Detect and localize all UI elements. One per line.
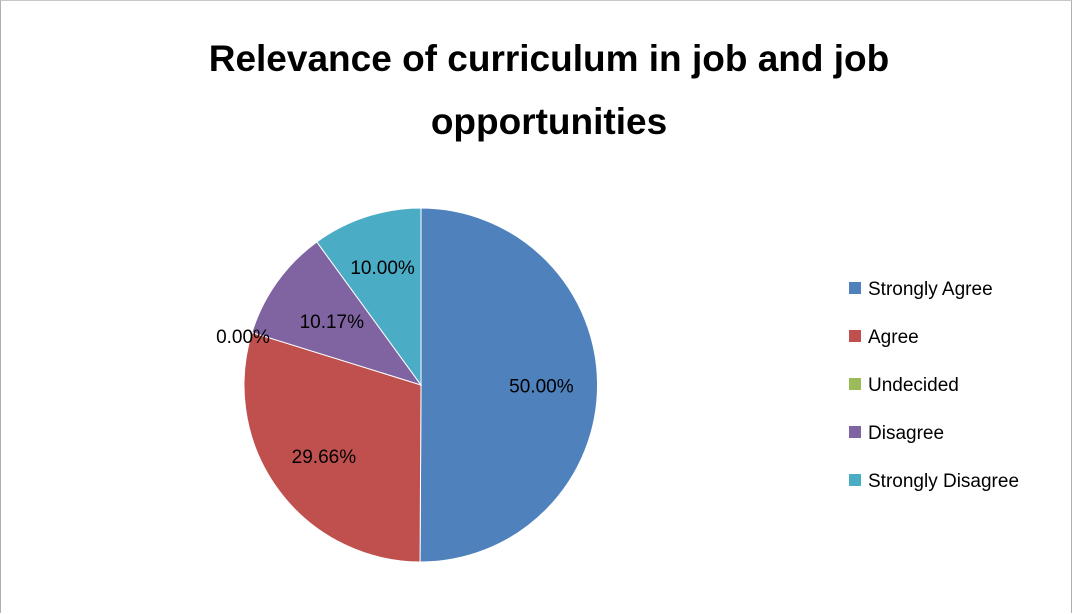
legend-swatch-disagree [849,426,861,438]
legend-swatch-agree [849,330,861,342]
legend-label-strongly-agree: Strongly Agree [868,279,993,300]
legend-label-agree: Agree [868,327,919,348]
pie-slice-strongly-agree [419,207,598,563]
pie-slice-agree [243,331,422,563]
legend-label-disagree: Disagree [868,423,944,444]
data-label-strongly-disagree: 10.00% [350,258,415,279]
data-labels: 50.00% 29.66% 0.00% 10.17% 10.00% [216,258,574,468]
data-label-disagree: 10.17% [300,312,365,333]
data-label-strongly-agree: 50.00% [509,376,574,397]
data-label-undecided: 0.00% [216,327,270,348]
pie-slice-disagree [251,241,423,386]
legend-label-strongly-disagree: Strongly Disagree [868,471,1019,492]
pie-slice-strongly-disagree [316,207,422,387]
legend-swatch-strongly-disagree [849,474,861,486]
legend-swatch-strongly-agree [849,282,861,294]
chart-title-line-1: Relevance of curriculum in job and job [209,38,890,79]
chart-title-line-2: opportunities [431,101,667,142]
legend-label-undecided: Undecided [868,375,959,396]
pie-slices [243,207,598,563]
data-label-agree: 29.66% [292,447,357,468]
legend: Strongly Agree Agree Undecided Disagree Stro… [849,279,1019,492]
legend-swatch-undecided [849,378,861,390]
